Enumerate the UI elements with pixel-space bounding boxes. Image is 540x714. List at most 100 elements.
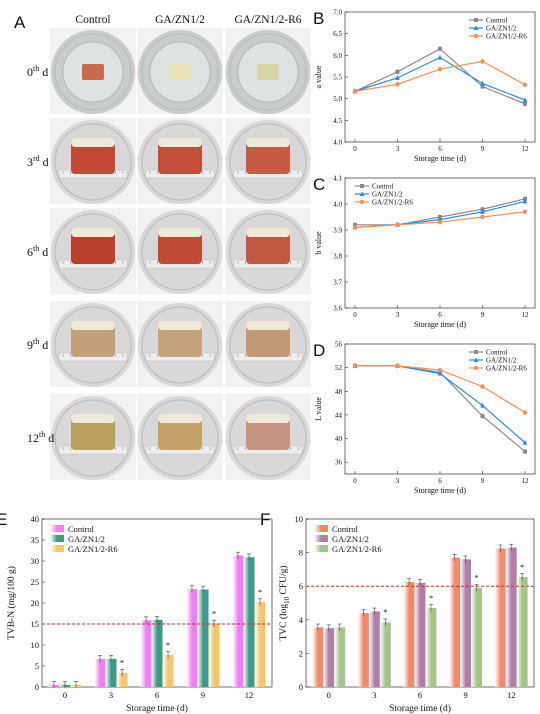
panel-e-chart: 0 5 10 15 20 25 30 35 40 0 3 * 6 * 9 * 12 * Storage time (… — [0, 510, 273, 714]
bar — [94, 658, 106, 687]
photo-tile — [50, 118, 136, 204]
bar — [323, 628, 335, 687]
legend-label: GA/ZN1/2 — [486, 25, 517, 33]
column-title-ga-zn-r6: GA/ZN1/2-R6 — [234, 14, 301, 26]
data-point — [480, 402, 485, 408]
x-tick-label: 0 — [353, 311, 357, 319]
data-point — [395, 363, 400, 369]
y-tick-label: 25 — [31, 577, 40, 587]
y-axis-label: b value — [314, 231, 323, 255]
panel-a-label: A — [14, 13, 26, 32]
data-point — [437, 54, 443, 60]
y-tick-label: 56 — [335, 341, 343, 349]
x-tick-label: 0 — [63, 690, 67, 700]
y-tick-label: 7.0 — [333, 9, 342, 17]
bar — [460, 559, 472, 687]
bar — [162, 655, 174, 687]
bar — [379, 622, 391, 687]
x-tick-label: 3 — [396, 477, 400, 485]
legend-swatch — [50, 545, 64, 552]
petri-rim — [141, 306, 219, 384]
significance-mark: * — [212, 608, 216, 618]
petri-rim — [54, 123, 132, 201]
legend-label: GA/ZN1/2-R6 — [68, 544, 118, 554]
y-axis-label: TVB-N (mg/100 g) — [6, 566, 17, 640]
data-point — [474, 18, 478, 22]
x-tick-label: 3 — [109, 690, 113, 700]
data-point — [522, 82, 528, 88]
x-tick-label: 6 — [438, 477, 442, 485]
y-tick-label: 20 — [31, 598, 40, 608]
y-tick-label: 10 — [295, 514, 304, 524]
y-tick-label: 0 — [299, 682, 303, 692]
data-point — [522, 440, 528, 445]
legend-label: GA/ZN1/2-R6 — [372, 199, 413, 207]
y-axis-label: TVC (log10 CFU/g) — [278, 565, 291, 640]
legend-label: Control — [486, 349, 507, 357]
y-tick-label: 30 — [31, 556, 40, 566]
petri-rim — [141, 213, 219, 291]
day-unit: d — [39, 245, 48, 259]
bar — [368, 611, 380, 687]
y-tick-label: 40 — [335, 435, 343, 443]
y-tick-label: 4.0 — [333, 201, 342, 209]
legend-label: Control — [332, 524, 359, 534]
y-tick-label: 3.8 — [333, 253, 342, 261]
y-tick-label: 36 — [335, 459, 343, 467]
legend-swatch — [50, 535, 64, 542]
legend-label: Control — [372, 183, 393, 191]
legend-label: GA/ZN1/2 — [68, 534, 105, 544]
legend-swatch — [314, 535, 328, 542]
x-tick-label: 12 — [522, 145, 530, 153]
panel-label: B — [313, 9, 324, 28]
petri-rim — [141, 399, 219, 477]
bar — [449, 557, 461, 687]
legend-label: Control — [486, 17, 507, 25]
data-point — [522, 410, 528, 415]
legend-swatch — [50, 525, 64, 532]
x-tick-label: 12 — [522, 477, 530, 485]
sample-top — [158, 138, 202, 147]
significance-mark: * — [383, 607, 387, 617]
petri-rim — [229, 123, 307, 201]
photo-tile — [225, 394, 311, 480]
data-point — [480, 80, 485, 86]
photo-tile — [225, 28, 311, 114]
data-point — [473, 365, 479, 371]
day-unit: d — [39, 65, 48, 79]
bar — [197, 589, 209, 687]
day-suffix: th — [33, 244, 39, 253]
sample-top — [71, 321, 115, 330]
panel-b-chart: 4.0 4.5 5.0 5.5 6.0 6.5 7.0 0 3 6 9 12 Storage time … — [313, 9, 536, 163]
x-tick-label: 9 — [481, 311, 485, 319]
panel-label: F — [260, 510, 270, 529]
x-tick-label: 6 — [438, 311, 442, 319]
y-tick-label: 3.7 — [333, 279, 342, 287]
y-tick-label: 2 — [299, 648, 303, 658]
bar — [403, 582, 415, 687]
bar — [208, 623, 220, 687]
bar — [505, 547, 517, 687]
bar — [471, 587, 483, 687]
day-unit: d — [45, 431, 54, 445]
day-number: 9 — [27, 338, 33, 352]
photo-tile — [50, 28, 136, 114]
x-axis-label: Storage time (d) — [389, 703, 451, 714]
series-line — [354, 60, 526, 92]
petri-rim — [54, 306, 132, 384]
x-tick-label: 9 — [481, 477, 485, 485]
bar — [151, 619, 163, 687]
y-tick-label: 3.9 — [333, 227, 342, 235]
photo-tile — [50, 301, 136, 387]
day-label: 0th d — [27, 64, 48, 79]
legend-label: GA/ZN1/2 — [332, 534, 369, 544]
sample-top — [158, 414, 202, 423]
data-point — [480, 414, 485, 419]
data-point — [480, 209, 485, 214]
x-tick-label: 12 — [245, 690, 254, 700]
data-point — [480, 214, 485, 220]
photo-tile — [137, 118, 223, 204]
data-point — [395, 82, 400, 87]
x-axis-label: Storage time (d) — [414, 486, 466, 495]
series-line — [355, 365, 526, 444]
